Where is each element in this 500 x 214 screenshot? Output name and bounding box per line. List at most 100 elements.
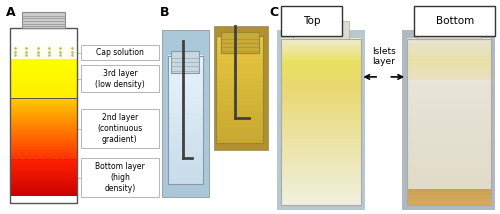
Bar xyxy=(10,117,76,119)
Text: C: C xyxy=(270,6,279,19)
Bar xyxy=(10,164,76,165)
Bar xyxy=(216,68,263,74)
Bar xyxy=(10,99,76,101)
Bar xyxy=(282,53,360,56)
Bar xyxy=(10,130,76,132)
Bar xyxy=(10,75,76,77)
Bar xyxy=(282,193,360,198)
Bar xyxy=(282,68,360,71)
Bar xyxy=(10,73,76,75)
Bar xyxy=(10,125,76,127)
Bar xyxy=(10,67,76,68)
Bar xyxy=(10,92,76,93)
Bar xyxy=(168,158,202,165)
Bar xyxy=(407,63,490,67)
Bar xyxy=(407,177,490,183)
Bar xyxy=(168,126,202,133)
FancyBboxPatch shape xyxy=(81,65,159,92)
Bar xyxy=(407,156,490,162)
Bar xyxy=(10,167,76,169)
Bar xyxy=(282,111,360,116)
Bar xyxy=(10,184,76,185)
FancyBboxPatch shape xyxy=(282,6,342,36)
Bar xyxy=(168,81,202,88)
Bar xyxy=(10,158,76,159)
Bar xyxy=(10,128,76,130)
Bar xyxy=(282,71,360,74)
Bar xyxy=(10,65,76,66)
Bar xyxy=(10,84,76,85)
Bar xyxy=(282,43,360,46)
Bar xyxy=(282,81,360,84)
Bar xyxy=(282,76,360,79)
Bar xyxy=(10,177,76,178)
Bar xyxy=(10,170,76,171)
Bar xyxy=(10,96,76,97)
Bar xyxy=(10,28,76,203)
Bar xyxy=(282,83,360,86)
Bar xyxy=(10,150,76,152)
Bar xyxy=(10,114,76,116)
Bar xyxy=(282,48,360,51)
Bar xyxy=(10,79,76,81)
Text: A: A xyxy=(6,6,16,19)
Bar xyxy=(216,122,263,127)
Bar xyxy=(10,83,76,85)
Bar xyxy=(10,69,76,70)
Bar xyxy=(407,161,490,167)
Bar xyxy=(282,58,360,61)
Bar xyxy=(168,139,202,146)
Bar xyxy=(407,85,490,91)
Bar xyxy=(10,161,76,162)
Text: Bottom layer
(high
density): Bottom layer (high density) xyxy=(95,162,144,193)
Bar xyxy=(10,110,76,112)
Bar xyxy=(10,159,76,160)
Bar xyxy=(10,111,76,113)
Bar xyxy=(216,132,263,138)
Bar xyxy=(10,124,76,126)
Bar xyxy=(282,115,360,120)
Bar xyxy=(168,119,202,126)
Bar xyxy=(282,197,360,202)
Bar xyxy=(407,107,490,113)
Bar xyxy=(282,78,360,81)
Bar xyxy=(282,100,360,104)
Bar xyxy=(282,119,360,124)
Bar xyxy=(10,71,76,72)
Bar xyxy=(282,150,360,155)
Bar xyxy=(407,39,490,205)
Bar xyxy=(407,172,490,178)
Bar xyxy=(282,104,360,108)
Bar xyxy=(282,56,360,59)
Bar xyxy=(168,132,202,139)
Bar xyxy=(216,111,263,117)
Bar xyxy=(10,174,76,175)
Bar xyxy=(407,123,490,129)
Bar xyxy=(168,55,202,62)
Bar xyxy=(282,39,360,205)
Bar xyxy=(168,145,202,152)
Bar xyxy=(10,190,76,192)
Bar xyxy=(10,87,76,88)
Bar xyxy=(407,198,490,202)
Bar xyxy=(10,61,76,62)
Bar xyxy=(168,152,202,158)
Bar xyxy=(10,82,76,83)
Bar xyxy=(214,26,268,150)
Bar xyxy=(10,181,76,183)
Bar xyxy=(22,12,64,28)
Bar xyxy=(282,189,360,194)
Bar xyxy=(10,153,76,155)
Bar xyxy=(277,30,365,210)
Text: B: B xyxy=(160,6,169,19)
Bar xyxy=(282,143,360,147)
Bar xyxy=(282,170,360,174)
Bar xyxy=(168,94,202,101)
Bar xyxy=(10,168,76,169)
Bar xyxy=(10,171,76,172)
Bar xyxy=(10,151,76,153)
Bar xyxy=(168,171,202,178)
Bar xyxy=(407,43,490,49)
Bar xyxy=(407,167,490,172)
Bar xyxy=(10,98,76,100)
